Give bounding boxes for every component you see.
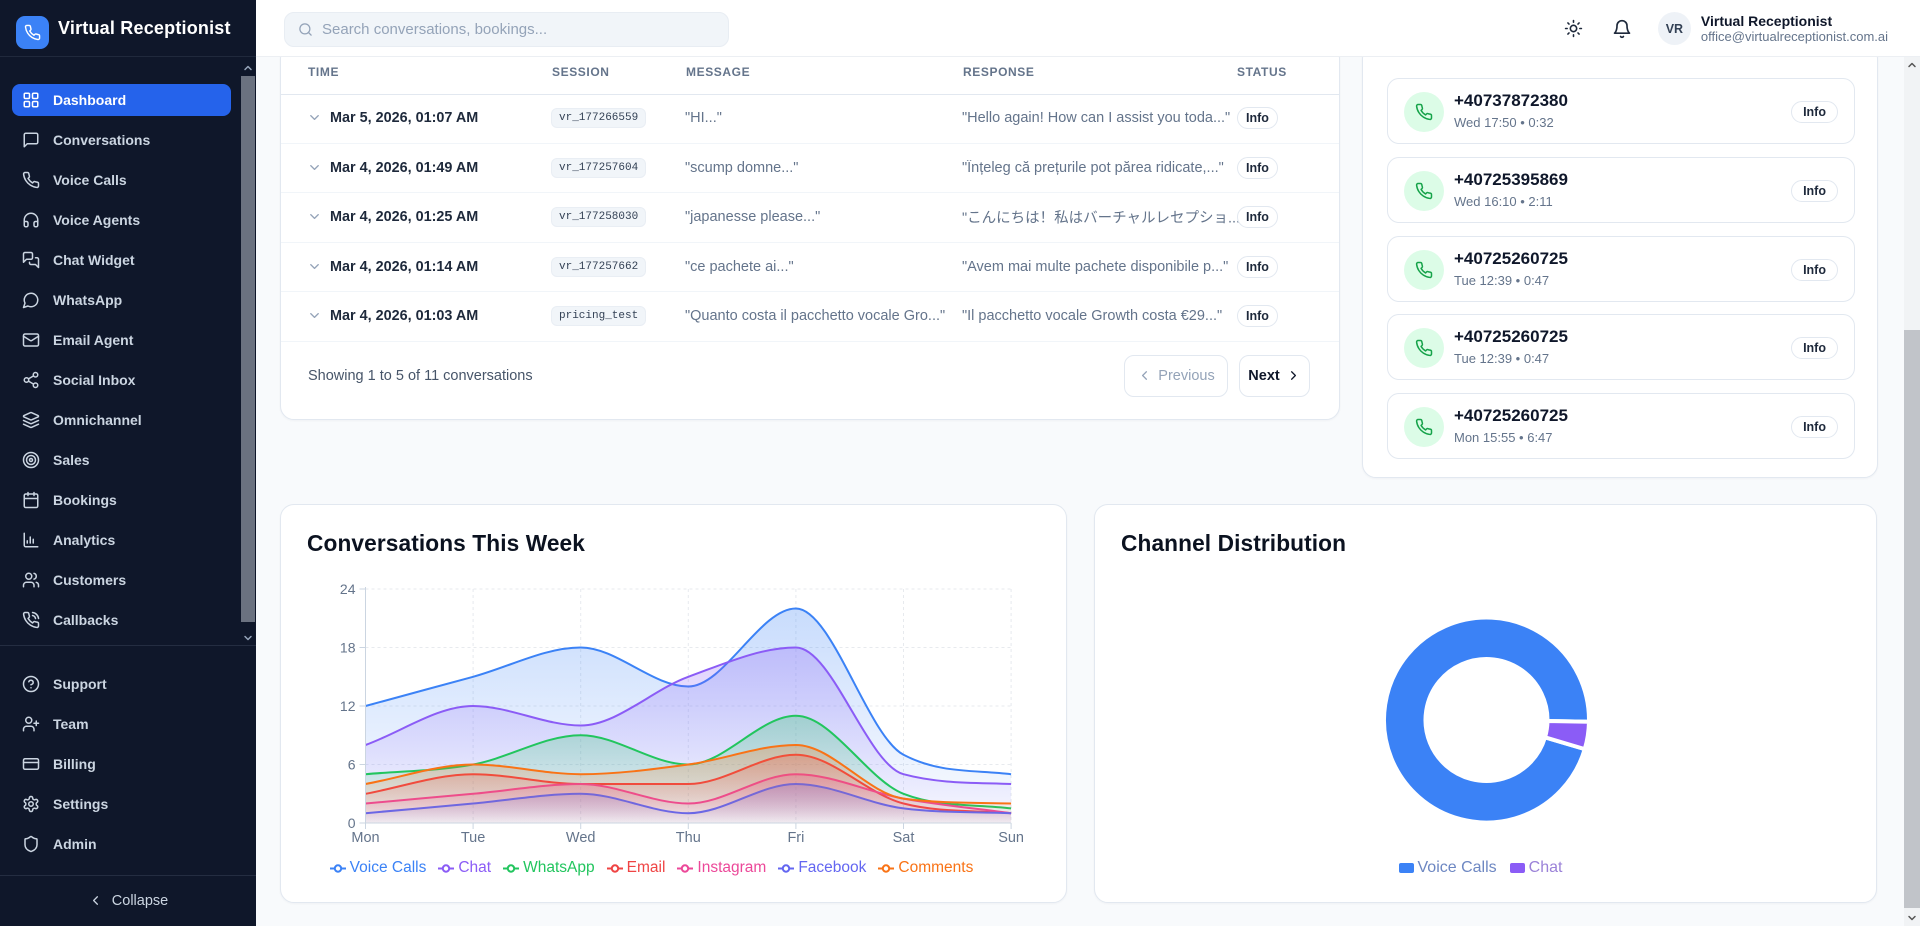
svg-text:Sat: Sat — [893, 830, 915, 846]
svg-text:Thu: Thu — [676, 830, 701, 846]
svg-text:Sun: Sun — [998, 830, 1024, 846]
svg-text:Mon: Mon — [351, 830, 379, 846]
svg-text:0: 0 — [348, 815, 356, 831]
svg-text:Fri: Fri — [787, 830, 804, 846]
svg-text:6: 6 — [348, 757, 356, 773]
svg-text:24: 24 — [340, 581, 356, 597]
svg-text:12: 12 — [340, 698, 356, 714]
svg-text:Tue: Tue — [461, 830, 485, 846]
svg-text:Wed: Wed — [566, 830, 596, 846]
svg-text:18: 18 — [340, 640, 356, 656]
